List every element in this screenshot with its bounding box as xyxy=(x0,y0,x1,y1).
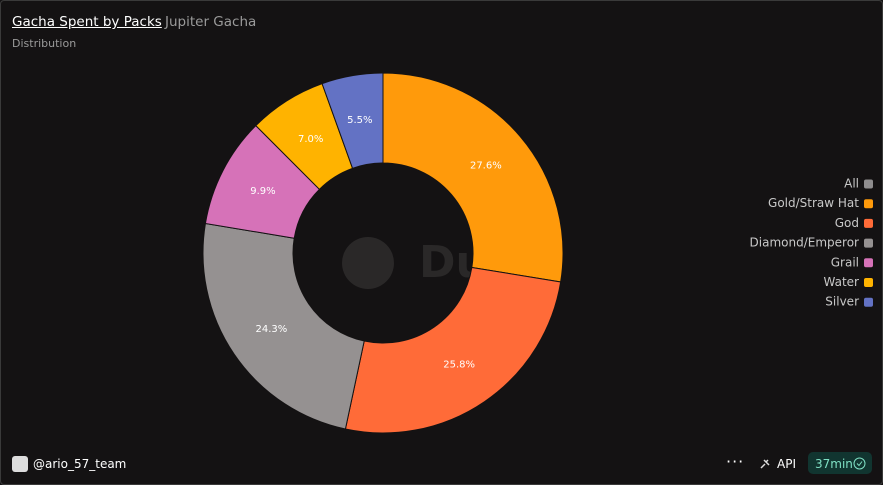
legend-label: Gold/Straw Hat xyxy=(768,196,859,210)
legend-label: Water xyxy=(824,275,860,289)
slice xyxy=(202,222,365,430)
legend-swatch xyxy=(864,199,873,209)
slice-label: 25.8% xyxy=(443,359,475,370)
legend-swatch xyxy=(864,179,873,189)
age: 37min xyxy=(815,457,853,471)
slice xyxy=(382,72,564,283)
subtitle: Jupiter Gacha xyxy=(165,14,257,30)
slice-label: 24.3% xyxy=(256,324,288,335)
slice xyxy=(321,72,384,169)
legend-swatch xyxy=(864,238,873,248)
legend-swatch xyxy=(864,218,873,228)
legend-label: God xyxy=(835,216,859,230)
legend-label: Grail xyxy=(831,255,859,269)
legend-swatch xyxy=(864,278,873,287)
age-pill xyxy=(808,452,872,474)
slice-label: 7.0% xyxy=(298,134,323,145)
legend-label: All xyxy=(844,177,859,191)
user[interactable]: @ario_57_team xyxy=(33,457,127,471)
slice-label: 5.5% xyxy=(347,115,372,126)
legend-swatch xyxy=(864,297,873,307)
title[interactable]: Gacha Spent by Packs xyxy=(12,14,162,30)
api-button[interactable]: API xyxy=(777,457,796,471)
legend-label: Silver xyxy=(825,295,859,309)
slice-label: 27.6% xyxy=(470,161,502,172)
api-icon xyxy=(760,459,770,469)
more-menu[interactable]: ··· xyxy=(726,452,745,471)
legend-label: Diamond/Emperor xyxy=(750,236,860,250)
avatar xyxy=(12,456,28,472)
slice-label: 9.9% xyxy=(250,186,275,197)
chart: Dune27.6%25.8%24.3%9.9%7.0%5.5%AllGold/S… xyxy=(202,72,873,434)
watermark-logo xyxy=(342,237,394,289)
chart-title: Distribution xyxy=(12,37,77,50)
legend-swatch xyxy=(864,258,873,268)
slice xyxy=(344,266,562,434)
check-icon xyxy=(853,457,866,470)
